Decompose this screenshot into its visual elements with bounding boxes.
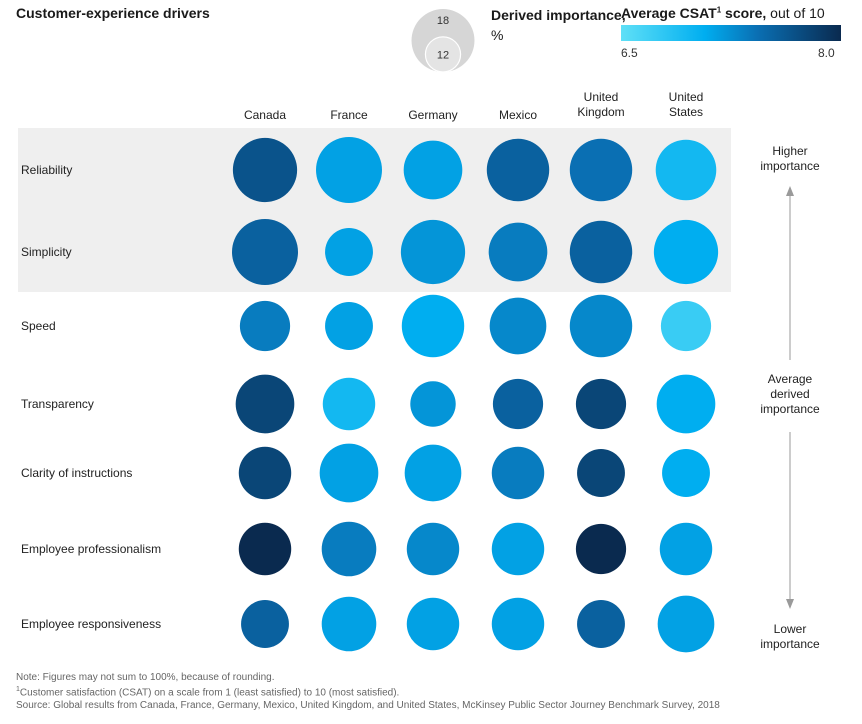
column-header: Mexico — [499, 108, 537, 122]
note-csat-mark: 1 — [16, 686, 20, 693]
note-csat: 1Customer satisfaction (CSAT) on a scale… — [16, 686, 399, 698]
bubble — [239, 300, 291, 352]
column-header-line: United — [584, 90, 619, 104]
color-legend-label-rest: out of 10 — [766, 5, 825, 21]
color-legend-max: 8.0 — [818, 46, 835, 60]
bubble — [492, 378, 544, 430]
bubble — [486, 138, 550, 202]
color-legend-min: 6.5 — [621, 46, 638, 60]
column-header: Canada — [244, 108, 286, 122]
bubble — [238, 446, 292, 500]
axis-label-line: importance — [760, 637, 820, 651]
bubble — [575, 523, 627, 575]
size-legend-circle-small — [424, 36, 462, 73]
bubble — [575, 378, 627, 430]
axis-label-line: Lower — [774, 622, 807, 636]
bubble — [401, 294, 465, 358]
bubble — [325, 302, 373, 350]
column-header: Germany — [408, 108, 457, 122]
row-label: Employee professionalism — [21, 542, 161, 556]
note-rounding: Note: Figures may not sum to 100%, becau… — [16, 672, 275, 683]
row-label: Transparency — [21, 397, 94, 411]
size-legend-value-small: 12 — [437, 49, 449, 61]
axis-arrowhead-up — [786, 186, 794, 196]
row-label: Speed — [21, 319, 56, 333]
axis-label-line: importance — [760, 402, 820, 416]
bubble — [238, 522, 292, 576]
bubble — [491, 597, 545, 651]
bubble — [406, 522, 460, 576]
bubble — [319, 443, 379, 503]
bubble — [400, 219, 466, 285]
color-legend-gradient — [621, 25, 841, 41]
bubble — [656, 374, 716, 434]
column-header: United Kingdom — [577, 90, 624, 119]
bubble — [232, 137, 298, 203]
color-legend-footnote-mark: 1 — [716, 5, 722, 15]
size-legend-label: Derived importance, % — [491, 5, 626, 45]
chart-title: Customer-experience drivers — [16, 5, 210, 21]
bubble — [569, 294, 633, 358]
axis-label-line: importance — [760, 159, 820, 173]
bubble — [321, 596, 377, 652]
size-legend-label-bold: Derived importance, — [491, 7, 626, 23]
color-legend-label: Average CSAT1 score, out of 10 — [621, 5, 825, 21]
row-label: Simplicity — [21, 245, 72, 259]
bubble — [406, 597, 460, 651]
bubble — [235, 374, 295, 434]
bubble — [569, 138, 633, 202]
size-legend-label-unit: % — [491, 27, 504, 43]
bubble — [316, 137, 382, 203]
bubble — [325, 228, 373, 276]
row-label: Reliability — [21, 163, 72, 177]
bubble — [655, 139, 717, 201]
row-label: Employee responsiveness — [21, 617, 161, 631]
color-legend-label-bold: Average CSAT — [621, 5, 717, 21]
bubble — [653, 219, 719, 285]
axis-label-bottom: Lower importance — [760, 622, 820, 651]
bubble — [577, 449, 625, 497]
bubble — [491, 446, 545, 500]
note-source: Source: Global results from Canada, Fran… — [16, 700, 720, 711]
axis-arrowhead-down — [786, 599, 794, 609]
bubble — [404, 444, 462, 502]
bubble — [657, 595, 715, 653]
column-header: France — [330, 108, 368, 122]
bubble — [488, 222, 548, 282]
column-header-line: Kingdom — [577, 105, 624, 119]
column-header-line: United — [669, 90, 704, 104]
axis-label-line: derived — [770, 387, 809, 401]
bubble — [403, 140, 463, 200]
bubble — [659, 522, 713, 576]
size-legend-value-large: 18 — [437, 15, 449, 27]
axis-label-middle: Average derived importance — [760, 372, 820, 416]
bubble — [241, 600, 289, 648]
axis-label-top: Higher importance — [760, 144, 820, 173]
bubble — [491, 522, 545, 576]
column-header-line: States — [669, 105, 703, 119]
bubble — [232, 219, 298, 285]
bubble — [577, 600, 625, 648]
bubble — [321, 521, 377, 577]
note-csat-text: Customer satisfaction (CSAT) on a scale … — [19, 687, 400, 699]
bubble — [660, 300, 712, 352]
bubble — [489, 297, 547, 355]
axis-label-line: Higher — [772, 144, 807, 158]
bubble — [662, 449, 710, 497]
axis-label-line: Average — [768, 372, 813, 386]
bubble — [410, 381, 456, 427]
row-label: Clarity of instructions — [21, 466, 132, 480]
bubble — [569, 220, 633, 284]
column-header: United States — [669, 90, 704, 119]
color-legend-label-bold-tail: score, — [721, 5, 767, 21]
bubble — [322, 377, 376, 431]
